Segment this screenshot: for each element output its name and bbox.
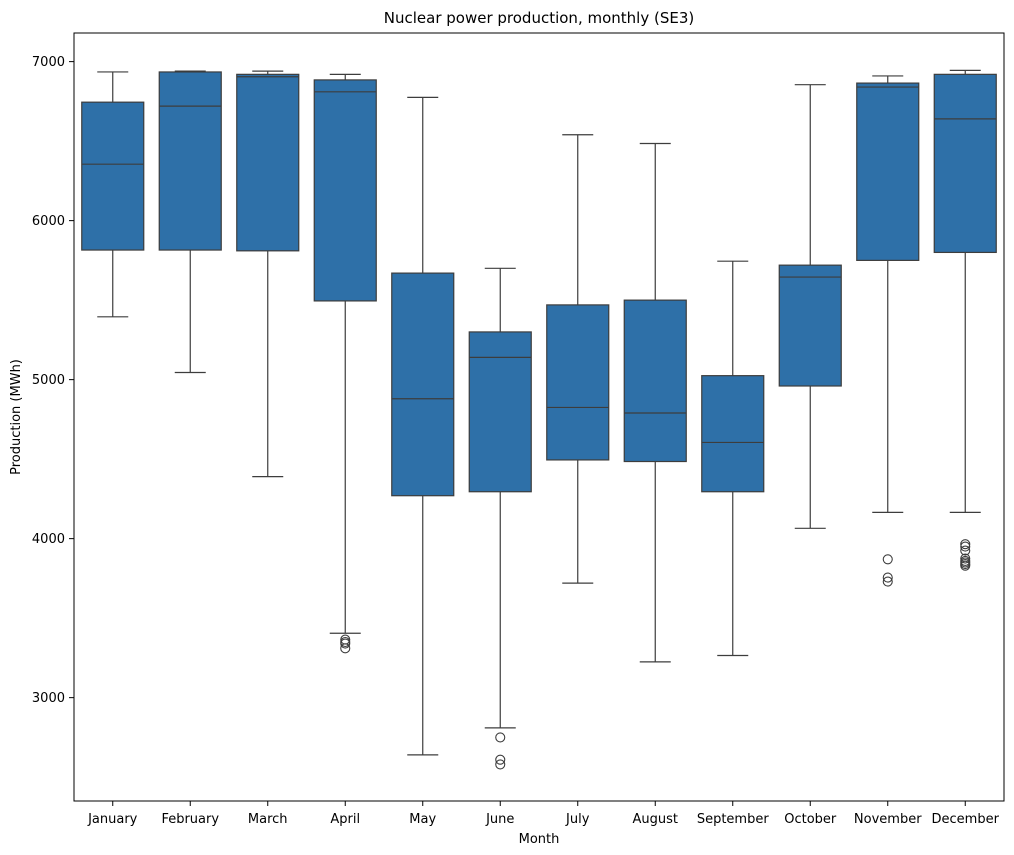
outlier-point bbox=[960, 545, 971, 556]
x-axis-label: Month bbox=[519, 832, 560, 847]
iqr-box bbox=[778, 264, 842, 387]
box-group-july bbox=[546, 134, 610, 584]
box-group-september bbox=[701, 260, 765, 657]
iqr-box bbox=[546, 304, 610, 461]
box-group-april bbox=[313, 73, 377, 654]
outlier-point bbox=[960, 560, 971, 571]
iqr-box bbox=[933, 73, 997, 254]
x-tick-label: October bbox=[784, 812, 837, 827]
x-tick-label: March bbox=[248, 812, 288, 827]
outlier-point bbox=[960, 541, 971, 552]
y-tick-label: 7000 bbox=[32, 55, 65, 70]
x-tick-label: August bbox=[633, 812, 679, 827]
outlier-point bbox=[882, 554, 893, 565]
box-group-february bbox=[158, 70, 222, 374]
x-tick-label: January bbox=[87, 812, 138, 827]
y-tick-label: 4000 bbox=[32, 532, 65, 547]
iqr-box bbox=[391, 272, 455, 497]
outlier-point bbox=[495, 732, 506, 743]
iqr-box bbox=[701, 375, 765, 493]
plot-area bbox=[81, 69, 997, 770]
box-group-october bbox=[778, 84, 842, 529]
iqr-box bbox=[313, 79, 377, 302]
x-tick-label: November bbox=[854, 812, 922, 827]
y-tick-label: 6000 bbox=[32, 214, 65, 229]
x-axis: January February March April May June July Augu… bbox=[87, 801, 1000, 827]
iqr-box bbox=[468, 331, 532, 493]
outlier-point bbox=[340, 638, 351, 649]
iqr-box bbox=[158, 71, 222, 251]
y-tick-label: 5000 bbox=[32, 373, 65, 388]
iqr-box bbox=[856, 82, 920, 261]
box-group-may bbox=[391, 96, 455, 756]
outlier-point bbox=[340, 643, 351, 654]
x-tick-label: May bbox=[409, 812, 436, 827]
y-axis: 3000 4000 5000 6000 7000 bbox=[32, 55, 74, 706]
outlier-point bbox=[960, 553, 971, 564]
box-group-august bbox=[623, 142, 687, 663]
x-tick-label: February bbox=[161, 812, 219, 827]
y-tick-label: 3000 bbox=[32, 691, 65, 706]
box-group-november bbox=[856, 75, 920, 587]
y-axis-label: Production (MWh) bbox=[9, 359, 24, 475]
iqr-box bbox=[236, 73, 300, 252]
outlier-point bbox=[882, 576, 893, 587]
plot-frame bbox=[73, 32, 1005, 802]
box-group-march bbox=[236, 70, 300, 478]
outlier-point bbox=[960, 539, 971, 550]
iqr-box bbox=[623, 299, 687, 463]
box-group-december bbox=[933, 69, 997, 571]
outlier-point bbox=[495, 759, 506, 770]
x-tick-label: December bbox=[932, 812, 1000, 827]
x-tick-label: September bbox=[697, 812, 770, 827]
outlier-point bbox=[495, 754, 506, 765]
chart-title: Nuclear power production, monthly (SE3) bbox=[384, 9, 694, 27]
x-tick-label: July bbox=[565, 812, 590, 827]
outlier-point bbox=[882, 572, 893, 583]
x-tick-label: April bbox=[330, 812, 360, 827]
box-group-june bbox=[468, 267, 532, 770]
box-group-january bbox=[81, 71, 145, 318]
iqr-box bbox=[81, 101, 145, 251]
x-tick-label: June bbox=[485, 812, 514, 827]
